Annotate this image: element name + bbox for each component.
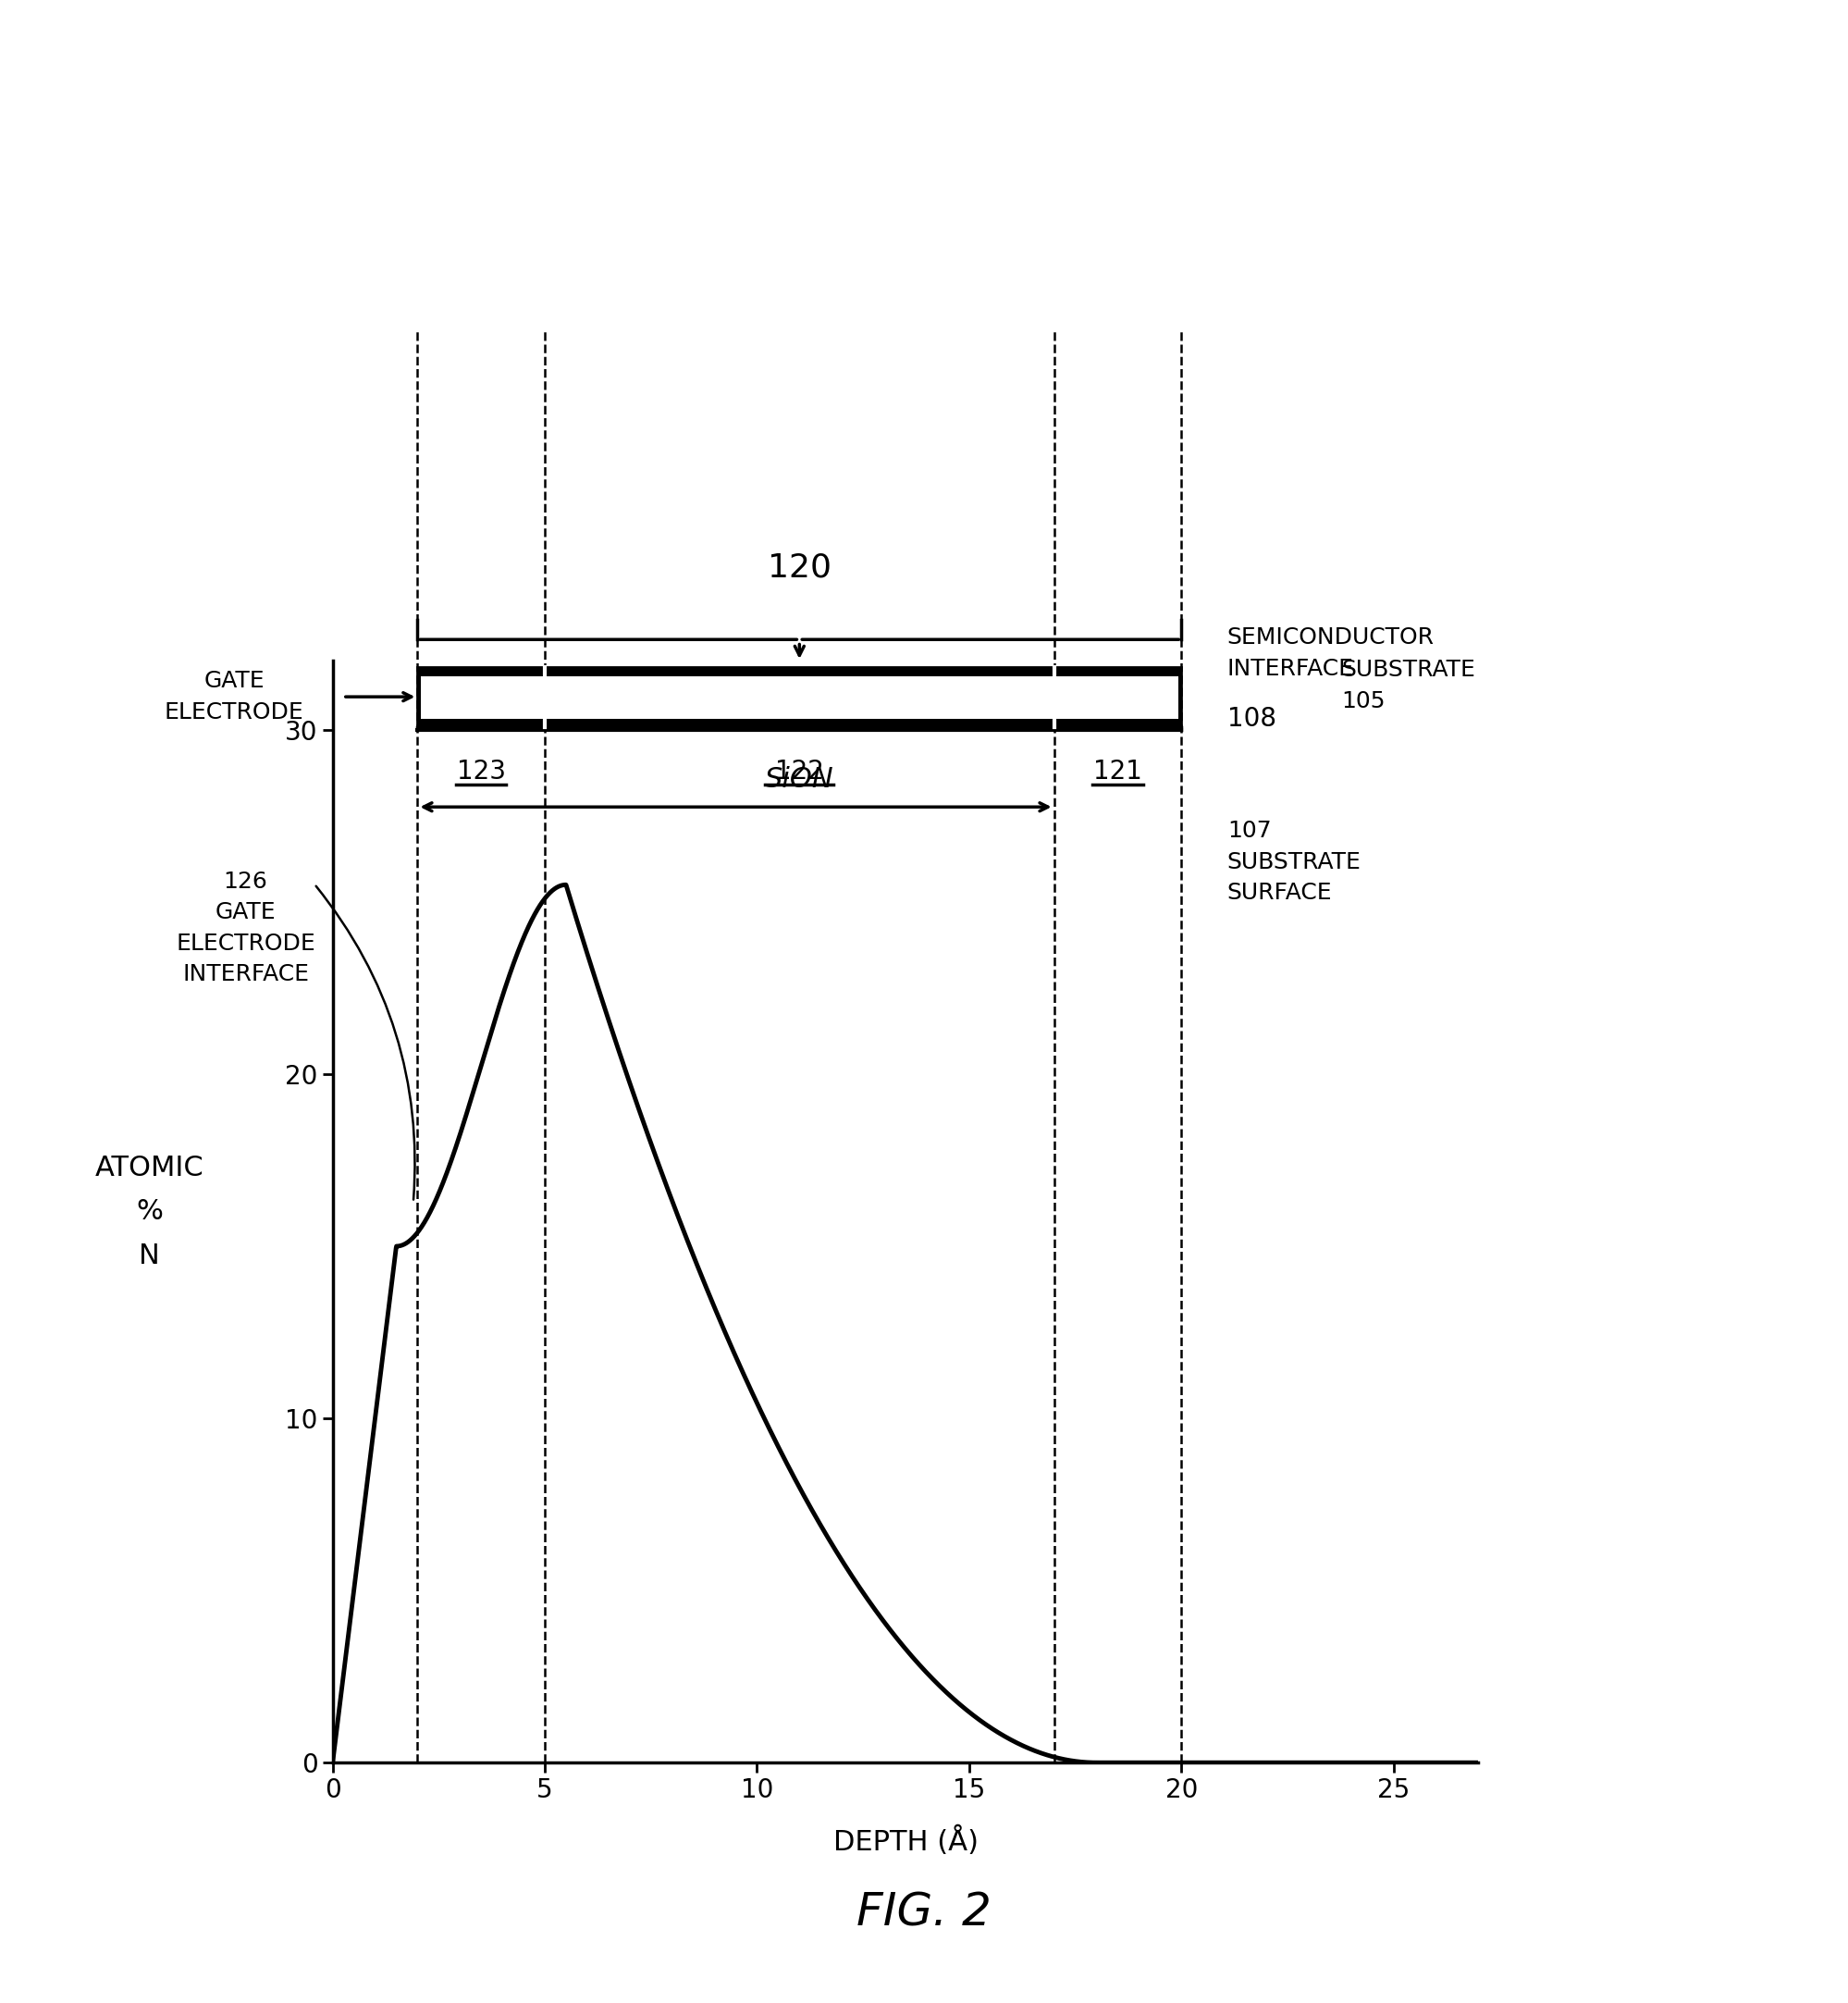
Bar [418, 667, 1181, 727]
Text: 108: 108 [1227, 705, 1277, 731]
Text: 107
SUBSTRATE
SURFACE: 107 SUBSTRATE SURFACE [1227, 819, 1362, 903]
Text: ATOMIC
%
N: ATOMIC % N [94, 1154, 203, 1270]
Text: GATE
ELECTRODE: GATE ELECTRODE [164, 671, 303, 723]
Text: FIG. 2: FIG. 2 [856, 1891, 992, 1935]
Text: SEMICONDUCTOR
INTERFACE: SEMICONDUCTOR INTERFACE [1227, 627, 1434, 679]
Bar [421, 675, 1177, 719]
Text: 121: 121 [1094, 759, 1142, 785]
X-axis label: DEPTH (Å): DEPTH (Å) [833, 1827, 978, 1857]
Text: 122: 122 [774, 759, 824, 785]
Text: SUBSTRATE
105: SUBSTRATE 105 [1342, 659, 1477, 713]
Text: SiON: SiON [765, 765, 833, 793]
Text: 123: 123 [456, 759, 506, 785]
Text: 120: 120 [767, 553, 832, 583]
Text: 126
GATE
ELECTRODE
INTERFACE: 126 GATE ELECTRODE INTERFACE [176, 871, 316, 985]
